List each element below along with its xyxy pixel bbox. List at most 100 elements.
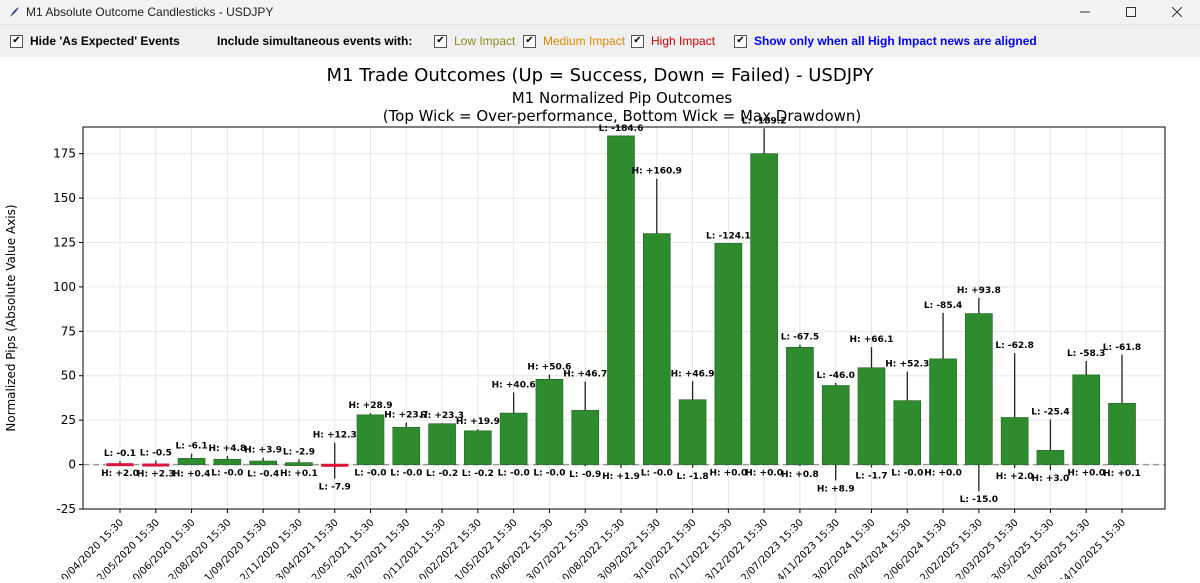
hide-expected-checkbox[interactable]: ✔ Hide 'As Expected' Events bbox=[10, 34, 180, 48]
high-impact-label: High Impact bbox=[651, 34, 716, 48]
candle-lower-label: H: +0.8 bbox=[781, 470, 819, 480]
medium-impact-checkbox[interactable]: ✔ Medium Impact bbox=[523, 34, 625, 48]
candle-upper-label: L: -2.9 bbox=[283, 447, 315, 457]
candle-body bbox=[678, 399, 707, 465]
candle-upper-label: H: +23.3 bbox=[420, 411, 464, 421]
candle-lower-label: H: +0.1 bbox=[280, 469, 318, 479]
candle-upper-label: H: +12.3 bbox=[313, 431, 357, 441]
candle-lower-label: L: -0.0 bbox=[641, 469, 673, 479]
candle-upper-label: H: +46.9 bbox=[671, 369, 715, 379]
candle-lower-label: L: -0.0 bbox=[498, 469, 530, 479]
candle-body bbox=[1036, 450, 1065, 465]
candle-upper-label: H: +66.1 bbox=[849, 335, 893, 345]
candle-lower-label: H: +8.9 bbox=[817, 484, 855, 494]
candle-lower-label: H: +0.0 bbox=[1067, 469, 1105, 479]
candle-lower-label: H: +0.0 bbox=[924, 469, 962, 479]
checkbox-check-icon[interactable]: ✔ bbox=[434, 34, 447, 48]
plot-frame bbox=[82, 126, 1166, 510]
hide-expected-label: Hide 'As Expected' Events bbox=[30, 34, 180, 48]
candle-lower-label: H: +2.0 bbox=[996, 472, 1034, 482]
candle-upper-label: L: -0.5 bbox=[140, 448, 172, 458]
candle-body bbox=[1072, 374, 1101, 465]
y-tick-label: 50 bbox=[61, 369, 76, 383]
candle-lower-label: L: -0.4 bbox=[247, 469, 279, 479]
candle-lower-label: L: -0.2 bbox=[462, 469, 494, 479]
candle-lower-label: L: -0.0 bbox=[211, 469, 243, 479]
y-tick-label: 150 bbox=[53, 191, 76, 205]
candle-upper-label: H: +19.9 bbox=[456, 417, 500, 427]
maximize-icon[interactable] bbox=[1108, 0, 1154, 24]
y-tick-label: 75 bbox=[61, 324, 76, 338]
low-impact-checkbox[interactable]: ✔ Low Impact bbox=[434, 34, 515, 48]
candlestick-chart: M1 Trade Outcomes (Up = Success, Down = … bbox=[4, 65, 1166, 583]
candle-upper-label: L: -61.8 bbox=[1103, 343, 1141, 353]
candle-body bbox=[750, 153, 778, 465]
close-icon[interactable] bbox=[1154, 0, 1200, 24]
aligned-label: Show only when all High Impact news are … bbox=[754, 34, 1037, 48]
candle-body bbox=[893, 400, 922, 465]
candle-upper-label: L: -0.1 bbox=[104, 449, 136, 459]
chart-title: M1 Trade Outcomes (Up = Success, Down = … bbox=[327, 65, 875, 86]
candle-lower-label: H: +0.1 bbox=[1103, 469, 1141, 479]
candle-body bbox=[321, 463, 349, 467]
high-impact-checkbox[interactable]: ✔ High Impact bbox=[631, 34, 715, 48]
chart-area: M1 Trade Outcomes (Up = Success, Down = … bbox=[0, 58, 1200, 583]
checkbox-check-icon[interactable]: ✔ bbox=[10, 34, 23, 48]
candle-lower-label: L: -0.0 bbox=[390, 469, 422, 479]
candle-body bbox=[1000, 417, 1029, 465]
candle-upper-label: H: +23.7 bbox=[384, 410, 428, 420]
candle-upper-label: H: +160.9 bbox=[632, 167, 682, 177]
candle-body bbox=[428, 423, 456, 465]
candle-lower-label: H: +2.3 bbox=[137, 469, 175, 479]
candle-lower-label: L: -7.9 bbox=[319, 483, 351, 493]
candle-body bbox=[857, 367, 886, 465]
candle-upper-label: L: -58.3 bbox=[1067, 349, 1105, 359]
y-axis-label: Normalized Pips (Absolute Value Axis) bbox=[4, 204, 18, 431]
candle-lower-label: L: -15.0 bbox=[960, 495, 998, 505]
minimize-icon[interactable] bbox=[1062, 0, 1108, 24]
candle-body bbox=[285, 462, 313, 466]
y-tick-label: 0 bbox=[68, 458, 76, 472]
candle-upper-label: L: -124.1 bbox=[706, 231, 751, 241]
candle-upper-label: L: -184.6 bbox=[599, 124, 644, 134]
candle-body bbox=[786, 347, 814, 465]
candle-upper-label: L: -189.2 bbox=[742, 116, 787, 126]
candle-body bbox=[356, 414, 385, 465]
candle-lower-label: H: +3.0 bbox=[1032, 474, 1070, 484]
checkbox-check-icon[interactable]: ✔ bbox=[523, 34, 536, 48]
checkbox-check-icon[interactable]: ✔ bbox=[734, 34, 747, 48]
y-tick-label: 175 bbox=[53, 147, 76, 161]
candle-lower-label: L: -0.0 bbox=[354, 469, 386, 479]
candle-upper-label: H: +93.8 bbox=[957, 286, 1001, 296]
candle-lower-label: H: +0.0 bbox=[745, 469, 783, 479]
candle-lower-label: H: +0.0 bbox=[709, 469, 747, 479]
checkbox-check-icon[interactable]: ✔ bbox=[631, 34, 644, 48]
candle-body bbox=[535, 378, 564, 465]
candle-lower-label: L: -0.0 bbox=[891, 469, 923, 479]
candle-body bbox=[464, 430, 492, 465]
candle-body bbox=[392, 426, 421, 465]
candle-body bbox=[607, 135, 635, 465]
candle-body bbox=[571, 410, 600, 465]
candle-body bbox=[965, 313, 993, 465]
candle-lower-label: H: +1.9 bbox=[602, 472, 640, 482]
include-events-label: Include simultaneous events with: bbox=[217, 34, 413, 48]
filter-toolbar: ✔ Hide 'As Expected' Events Include simu… bbox=[0, 25, 1200, 57]
y-tick-label: 100 bbox=[53, 280, 76, 294]
chart-subtitle-2: (Top Wick = Over-performance, Bottom Wic… bbox=[383, 107, 862, 125]
candle-upper-label: H: +3.9 bbox=[244, 446, 282, 456]
candle-lower-label: L: -0.0 bbox=[533, 469, 565, 479]
candle-upper-label: L: -62.8 bbox=[995, 341, 1033, 351]
candle-upper-label: H: +50.6 bbox=[527, 363, 571, 373]
low-impact-label: Low Impact bbox=[454, 34, 516, 48]
aligned-checkbox[interactable]: ✔ Show only when all High Impact news ar… bbox=[734, 34, 1037, 48]
candle-upper-label: H: +28.9 bbox=[348, 401, 392, 411]
candle-lower-label: L: -0.2 bbox=[426, 469, 458, 479]
candle-lower-label: H: +2.0 bbox=[101, 469, 139, 479]
candle-lower-label: L: -0.9 bbox=[569, 470, 601, 480]
candle-body bbox=[213, 458, 242, 465]
candle-body bbox=[1108, 402, 1136, 465]
candle-upper-label: H: +46.7 bbox=[563, 370, 607, 380]
candle-lower-label: H: +0.4 bbox=[173, 469, 211, 479]
candle-body bbox=[142, 463, 170, 467]
